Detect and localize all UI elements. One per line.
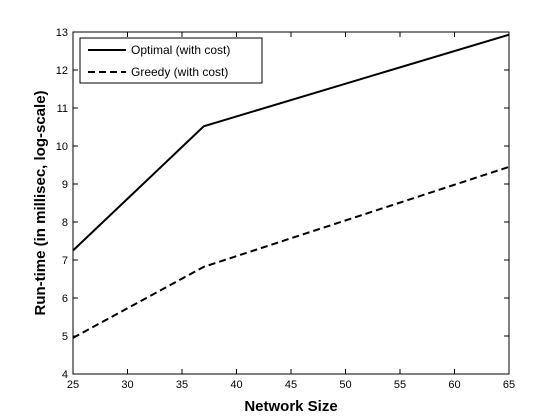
plot-area xyxy=(72,31,510,375)
y-tick-label: 9 xyxy=(62,179,68,191)
series-line-optimal xyxy=(72,33,510,252)
x-tick-label: 40 xyxy=(230,379,242,391)
x-tick-label: 35 xyxy=(176,379,188,391)
y-axis-title: Run-time (in millisec, log-scale) xyxy=(32,90,49,315)
y-tick-label: 5 xyxy=(62,331,68,343)
y-tick-label: 4 xyxy=(62,369,68,381)
x-tick-label: 45 xyxy=(285,379,297,391)
x-tick-label: 50 xyxy=(339,379,351,391)
series-line-greedy xyxy=(72,165,510,339)
y-tick-label: 11 xyxy=(57,103,68,115)
series-layer xyxy=(72,33,510,339)
y-tick-label: 8 xyxy=(62,217,68,229)
y-tick-label: 7 xyxy=(62,255,68,267)
legend: Optimal (with cost) Greedy (with cost) xyxy=(79,37,263,84)
y-tick-label: 13 xyxy=(56,27,68,39)
y-tick-label: 10 xyxy=(56,141,68,153)
legend-label-greedy: Greedy (with cost) xyxy=(131,65,228,79)
x-tick-label: 65 xyxy=(503,379,515,391)
x-tick-label: 60 xyxy=(448,379,460,391)
x-tick-label: 25 xyxy=(67,379,79,391)
x-axis: 25 30 35 40 45 50 55 60 65 xyxy=(67,32,515,391)
x-tick-label: 30 xyxy=(121,379,133,391)
x-axis-title: Network Size xyxy=(244,398,337,415)
legend-box xyxy=(79,37,263,84)
y-tick-label: 12 xyxy=(56,65,68,77)
y-tick-label: 6 xyxy=(62,293,68,305)
legend-label-optimal: Optimal (with cost) xyxy=(131,43,230,57)
y-axis: 4 5 6 7 8 9 10 11 12 13 xyxy=(56,27,509,381)
x-tick-label: 55 xyxy=(394,379,406,391)
